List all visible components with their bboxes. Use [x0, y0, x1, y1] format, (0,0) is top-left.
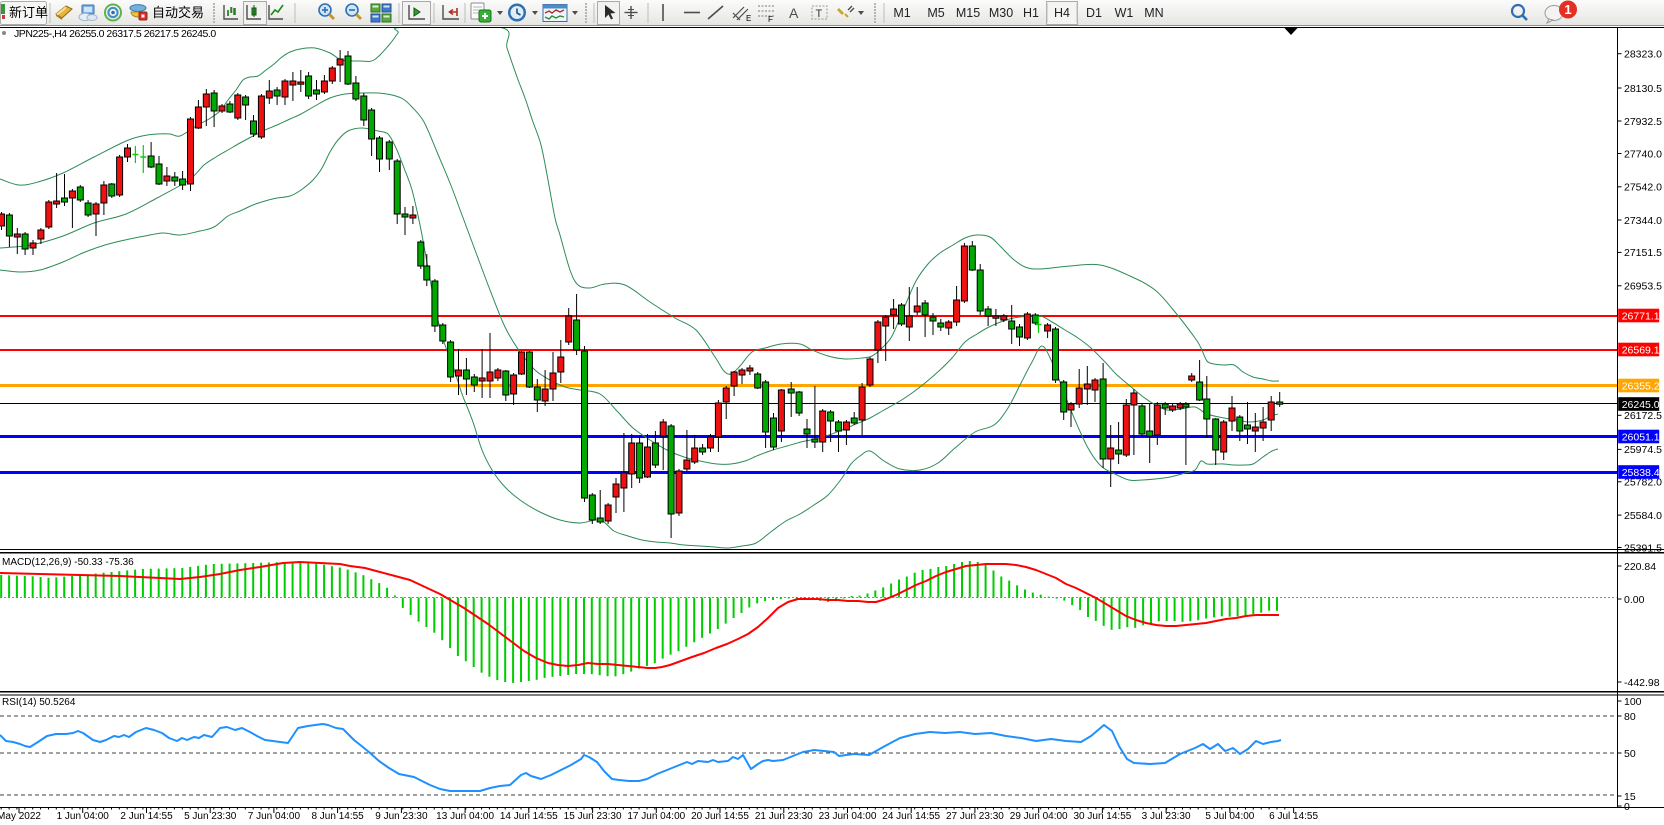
svg-text:26051.1: 26051.1: [1622, 431, 1660, 443]
svg-text:27542.0: 27542.0: [1624, 182, 1662, 194]
svg-text:E: E: [746, 14, 751, 23]
svg-text:220.84: 220.84: [1624, 561, 1656, 573]
svg-text:1 Jun 04:00: 1 Jun 04:00: [57, 811, 110, 822]
svg-text:-442.98: -442.98: [1624, 677, 1660, 689]
svg-text:JPN225-,H4 26255.0 26317.5 26: JPN225-,H4 26255.0 26317.5 26217.5 26245…: [14, 28, 216, 40]
svg-text:24 Jun 14:55: 24 Jun 14:55: [882, 811, 940, 822]
svg-text:RSI(14) 50.5264: RSI(14) 50.5264: [2, 697, 76, 708]
svg-text:5 Jul 04:00: 5 Jul 04:00: [1205, 811, 1254, 822]
svg-text:21 Jun 23:30: 21 Jun 23:30: [755, 811, 813, 822]
svg-text:6 Jul 14:55: 6 Jul 14:55: [1269, 811, 1318, 822]
svg-text:7 Jun 04:00: 7 Jun 04:00: [248, 811, 301, 822]
svg-text:23 Jun 04:00: 23 Jun 04:00: [819, 811, 877, 822]
svg-text:D1: D1: [1086, 6, 1102, 20]
svg-text:28323.0: 28323.0: [1624, 49, 1662, 61]
svg-text:15: 15: [1624, 791, 1636, 803]
svg-text:27740.0: 27740.0: [1624, 148, 1662, 160]
svg-text:M30: M30: [989, 6, 1013, 20]
svg-text:MACD(12,26,9) -50.33 -75.36: MACD(12,26,9) -50.33 -75.36: [2, 557, 134, 568]
svg-text:13 Jun 04:00: 13 Jun 04:00: [436, 811, 494, 822]
svg-text:30 Jun 14:55: 30 Jun 14:55: [1073, 811, 1131, 822]
svg-text:2 Jun 14:55: 2 Jun 14:55: [120, 811, 173, 822]
svg-text:MN: MN: [1144, 6, 1163, 20]
svg-text:26771.1: 26771.1: [1622, 310, 1660, 322]
svg-text:27 Jun 23:30: 27 Jun 23:30: [946, 811, 1004, 822]
svg-text:M1: M1: [893, 6, 910, 20]
svg-text:29 Jun 04:00: 29 Jun 04:00: [1010, 811, 1068, 822]
svg-text:25782.0: 25782.0: [1624, 477, 1662, 489]
svg-text:M15: M15: [956, 6, 980, 20]
svg-text:H4: H4: [1054, 6, 1070, 20]
svg-text:27932.5: 27932.5: [1624, 116, 1662, 128]
svg-text:26569.1: 26569.1: [1622, 344, 1660, 356]
svg-text:50: 50: [1624, 748, 1636, 760]
svg-text:26245.0: 26245.0: [1622, 399, 1660, 411]
svg-text:26172.5: 26172.5: [1624, 410, 1662, 422]
svg-text:26953.5: 26953.5: [1624, 281, 1662, 293]
svg-text:27151.5: 27151.5: [1624, 247, 1662, 259]
svg-text:9 Jun 23:30: 9 Jun 23:30: [375, 811, 428, 822]
svg-text:1: 1: [1564, 2, 1571, 17]
svg-text:17 Jun 04:00: 17 Jun 04:00: [627, 811, 685, 822]
svg-text:3 Jul 23:30: 3 Jul 23:30: [1142, 811, 1191, 822]
svg-text:8 Jun 14:55: 8 Jun 14:55: [311, 811, 364, 822]
svg-text:F: F: [768, 15, 773, 24]
svg-text:28130.5: 28130.5: [1624, 83, 1662, 95]
svg-text:新订单: 新订单: [9, 5, 48, 20]
svg-text:M5: M5: [927, 6, 944, 20]
svg-text:0: 0: [1624, 801, 1630, 813]
svg-text:25584.0: 25584.0: [1624, 510, 1662, 522]
svg-text:自动交易: 自动交易: [152, 5, 204, 20]
svg-text:14 Jun 14:55: 14 Jun 14:55: [500, 811, 558, 822]
svg-text:0.00: 0.00: [1624, 594, 1645, 606]
svg-text:T: T: [816, 8, 823, 20]
svg-text:5 Jun 23:30: 5 Jun 23:30: [184, 811, 237, 822]
svg-text:25391.5: 25391.5: [1624, 542, 1662, 554]
svg-text:100: 100: [1624, 696, 1642, 708]
svg-text:80: 80: [1624, 711, 1636, 723]
svg-text:27344.0: 27344.0: [1624, 215, 1662, 227]
svg-text:May 2022: May 2022: [0, 811, 41, 822]
svg-text:20 Jun 14:55: 20 Jun 14:55: [691, 811, 749, 822]
svg-text:25838.4: 25838.4: [1622, 467, 1660, 479]
svg-text:15 Jun 23:30: 15 Jun 23:30: [564, 811, 622, 822]
svg-text:H1: H1: [1023, 6, 1039, 20]
svg-text:26355.2: 26355.2: [1622, 380, 1660, 392]
svg-text:W1: W1: [1115, 6, 1134, 20]
svg-text:25974.5: 25974.5: [1624, 444, 1662, 456]
svg-text:A: A: [789, 5, 799, 21]
